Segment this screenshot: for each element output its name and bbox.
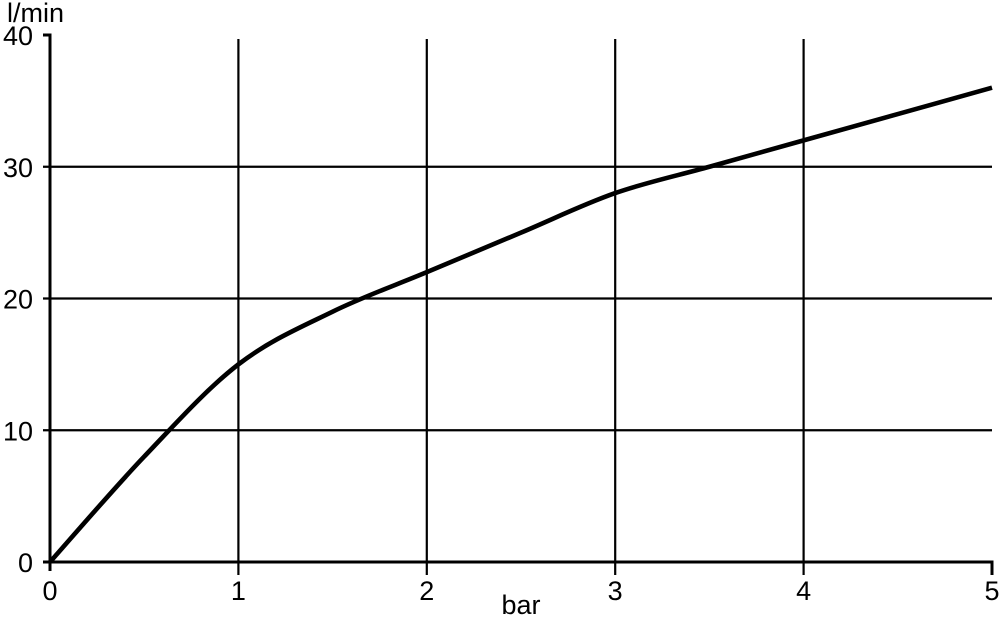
x-tick-label: 1 bbox=[231, 576, 246, 606]
y-tick-label: 30 bbox=[3, 153, 33, 183]
x-axis bbox=[43, 560, 994, 575]
x-axis-unit-label: bar bbox=[501, 590, 540, 618]
x-tick-label: 4 bbox=[796, 576, 811, 606]
tick-labels: 0 1 2 3 4 5 0 10 20 30 40 bbox=[3, 21, 1000, 606]
y-tick-label: 40 bbox=[3, 21, 33, 51]
x-tick-label: 3 bbox=[608, 576, 623, 606]
y-axis bbox=[43, 33, 52, 571]
gridlines bbox=[43, 39, 992, 575]
y-tick-label: 10 bbox=[3, 416, 33, 446]
x-tick-label: 0 bbox=[42, 576, 57, 606]
y-tick-label: 20 bbox=[3, 285, 33, 315]
y-axis-unit-label: l/min bbox=[7, 0, 64, 28]
axes bbox=[43, 33, 994, 575]
x-tick-label: 2 bbox=[419, 576, 434, 606]
y-tick-label: 0 bbox=[18, 548, 33, 578]
x-tick-label: 5 bbox=[984, 576, 999, 606]
flow-curve bbox=[48, 85, 993, 564]
